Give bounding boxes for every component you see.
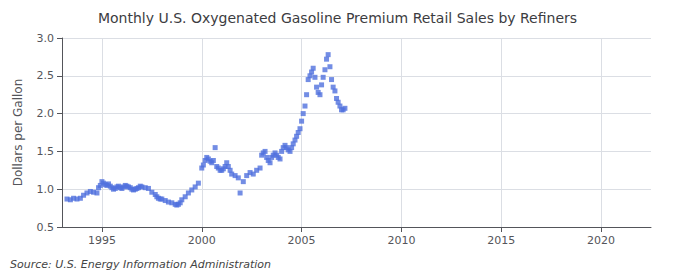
svg-text:Source: U.S. Energy Informatio: Source: U.S. Energy Information Administ… xyxy=(10,258,271,271)
svg-text:2010: 2010 xyxy=(387,234,415,247)
svg-text:3.0: 3.0 xyxy=(37,32,55,45)
svg-text:1.5: 1.5 xyxy=(37,145,55,158)
svg-text:0.5: 0.5 xyxy=(37,221,55,234)
svg-text:1.0: 1.0 xyxy=(37,183,55,196)
svg-text:2005: 2005 xyxy=(288,234,316,247)
svg-text:2.0: 2.0 xyxy=(37,107,55,120)
svg-text:2000: 2000 xyxy=(188,234,216,247)
svg-text:Dollars per Gallon: Dollars per Gallon xyxy=(11,79,25,187)
svg-text:Monthly U.S. Oxygenated Gasoli: Monthly U.S. Oxygenated Gasoline Premium… xyxy=(98,10,577,26)
svg-text:2.5: 2.5 xyxy=(37,69,55,82)
svg-text:2020: 2020 xyxy=(587,234,615,247)
svg-text:2015: 2015 xyxy=(487,234,515,247)
svg-text:1995: 1995 xyxy=(88,234,116,247)
